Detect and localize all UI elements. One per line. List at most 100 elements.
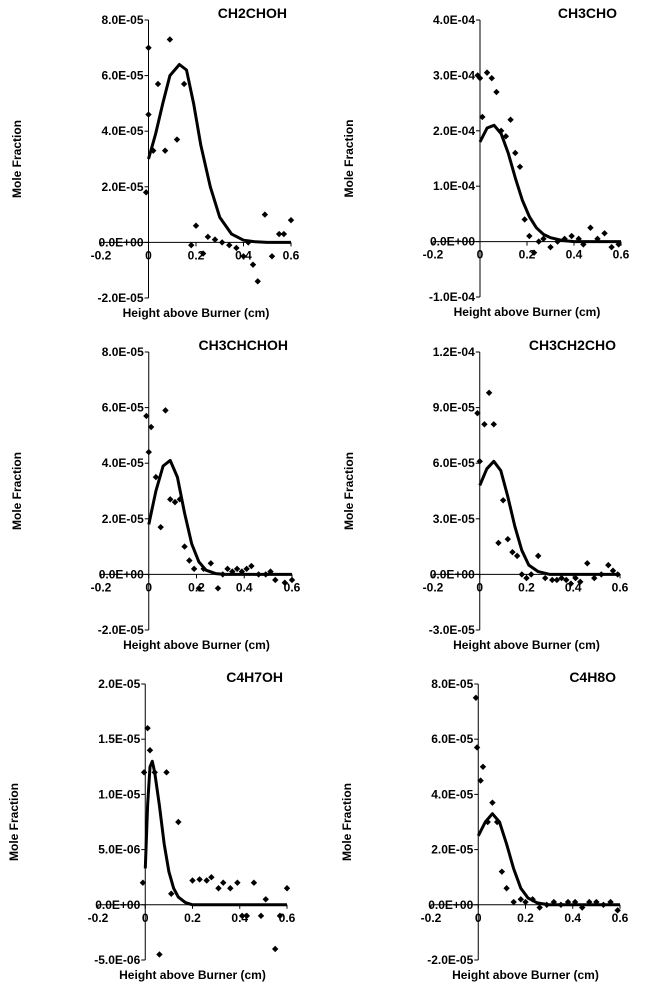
y-tick-label: 6.0E-05 bbox=[431, 732, 473, 746]
data-point bbox=[215, 585, 221, 591]
y-tick-label: -2.0E-05 bbox=[427, 953, 473, 967]
data-point bbox=[489, 75, 495, 81]
data-point bbox=[220, 880, 226, 886]
chart-title: CH2CHOH bbox=[218, 5, 287, 21]
x-tick-label: 0.6 bbox=[279, 911, 296, 925]
x-tick-label: 0 bbox=[477, 248, 484, 262]
y-tick-label: 5.0E-06 bbox=[98, 843, 140, 857]
y-tick-label: 1.2E-04 bbox=[433, 345, 475, 359]
x-tick-label: -0.2 bbox=[423, 248, 444, 262]
data-point bbox=[162, 147, 168, 153]
data-point bbox=[262, 211, 268, 217]
y-tick-label: 0.0E+00 bbox=[430, 235, 475, 249]
y-tick-label: 9.0E-05 bbox=[433, 401, 475, 415]
fit-curve bbox=[478, 814, 620, 905]
data-point bbox=[587, 225, 593, 231]
data-point bbox=[601, 230, 607, 236]
data-point bbox=[521, 216, 527, 222]
data-point bbox=[219, 239, 225, 245]
data-point bbox=[212, 236, 218, 242]
data-point bbox=[181, 543, 187, 549]
data-point bbox=[226, 242, 232, 248]
data-point bbox=[227, 885, 233, 891]
data-point bbox=[203, 877, 209, 883]
x-axis-label: Height above Burner (cm) bbox=[119, 968, 266, 982]
data-point bbox=[208, 560, 214, 566]
data-point bbox=[526, 233, 532, 239]
data-point bbox=[528, 571, 534, 577]
x-tick-label: -0.2 bbox=[423, 580, 444, 594]
data-point bbox=[251, 880, 257, 886]
data-point bbox=[156, 951, 162, 957]
y-tick-label: 1.0E-04 bbox=[433, 179, 475, 193]
data-point bbox=[474, 744, 480, 750]
y-axis-label: Mole Fraction bbox=[10, 120, 24, 198]
y-tick-label: 2.0E-05 bbox=[101, 180, 143, 194]
data-point bbox=[168, 891, 174, 897]
chart-panel: -5.0E-060.0E+005.0E-061.0E-051.5E-052.0E… bbox=[7, 669, 296, 982]
y-tick-label: -1.0E-04 bbox=[429, 290, 475, 304]
y-tick-label: 1.0E-05 bbox=[98, 787, 140, 801]
data-point bbox=[191, 566, 197, 572]
x-axis-label: Height above Burner (cm) bbox=[123, 306, 270, 320]
data-point bbox=[281, 231, 287, 237]
y-tick-label: 0.0E+00 bbox=[98, 235, 143, 249]
x-tick-label: 0 bbox=[145, 580, 152, 594]
y-tick-label: 4.0E-04 bbox=[433, 13, 475, 27]
chart-title: CH3CH2CHO bbox=[529, 337, 616, 353]
data-point bbox=[486, 390, 492, 396]
data-point bbox=[145, 45, 151, 51]
fit-curve bbox=[149, 460, 292, 574]
y-tick-label: 3.0E-05 bbox=[433, 512, 475, 526]
data-point bbox=[193, 223, 199, 229]
y-tick-label: 4.0E-05 bbox=[102, 456, 144, 470]
y-axis-label: Mole Fraction bbox=[7, 783, 21, 861]
data-point bbox=[510, 899, 516, 905]
chart-title: C4H8O bbox=[569, 669, 616, 685]
y-tick-label: 6.0E-05 bbox=[433, 456, 475, 470]
data-point bbox=[189, 877, 195, 883]
data-point bbox=[181, 81, 187, 87]
chart-title: CH3CHO bbox=[558, 5, 617, 21]
data-point bbox=[512, 150, 518, 156]
data-point bbox=[495, 540, 501, 546]
y-tick-label: 2.0E-05 bbox=[98, 677, 140, 691]
x-axis-label: Height above Burner (cm) bbox=[452, 968, 599, 982]
data-point bbox=[167, 36, 173, 42]
data-point bbox=[215, 885, 221, 891]
y-tick-label: -3.0E-05 bbox=[429, 623, 475, 637]
data-point bbox=[480, 764, 486, 770]
x-tick-label: 0.6 bbox=[612, 911, 629, 925]
data-point bbox=[505, 536, 511, 542]
x-tick-label: 0.6 bbox=[612, 580, 629, 594]
data-point bbox=[147, 747, 153, 753]
y-tick-label: 4.0E-05 bbox=[101, 124, 143, 138]
x-tick-label: -0.2 bbox=[88, 911, 109, 925]
data-point bbox=[272, 577, 278, 583]
data-point bbox=[489, 799, 495, 805]
data-point bbox=[605, 562, 611, 568]
fit-curve bbox=[149, 65, 292, 243]
data-point bbox=[157, 524, 163, 530]
x-tick-label: 0.2 bbox=[518, 580, 535, 594]
data-point bbox=[535, 553, 541, 559]
y-tick-label: 2.0E-04 bbox=[433, 124, 475, 138]
data-point bbox=[205, 234, 211, 240]
y-tick-label: 8.0E-05 bbox=[101, 13, 143, 27]
x-tick-label: 0.4 bbox=[566, 248, 583, 262]
y-tick-label: 2.0E-05 bbox=[102, 512, 144, 526]
data-point bbox=[493, 89, 499, 95]
data-point bbox=[568, 233, 574, 239]
y-tick-label: -2.0E-05 bbox=[98, 623, 144, 637]
data-point bbox=[155, 81, 161, 87]
data-point bbox=[269, 253, 275, 259]
data-point bbox=[514, 553, 520, 559]
chart-title: C4H7OH bbox=[226, 669, 283, 685]
data-point bbox=[175, 819, 181, 825]
data-point bbox=[491, 421, 497, 427]
data-point bbox=[288, 217, 294, 223]
x-tick-label: 0 bbox=[145, 248, 152, 262]
data-point bbox=[163, 769, 169, 775]
x-tick-label: -0.2 bbox=[91, 580, 112, 594]
x-tick-label: -0.2 bbox=[91, 248, 112, 262]
